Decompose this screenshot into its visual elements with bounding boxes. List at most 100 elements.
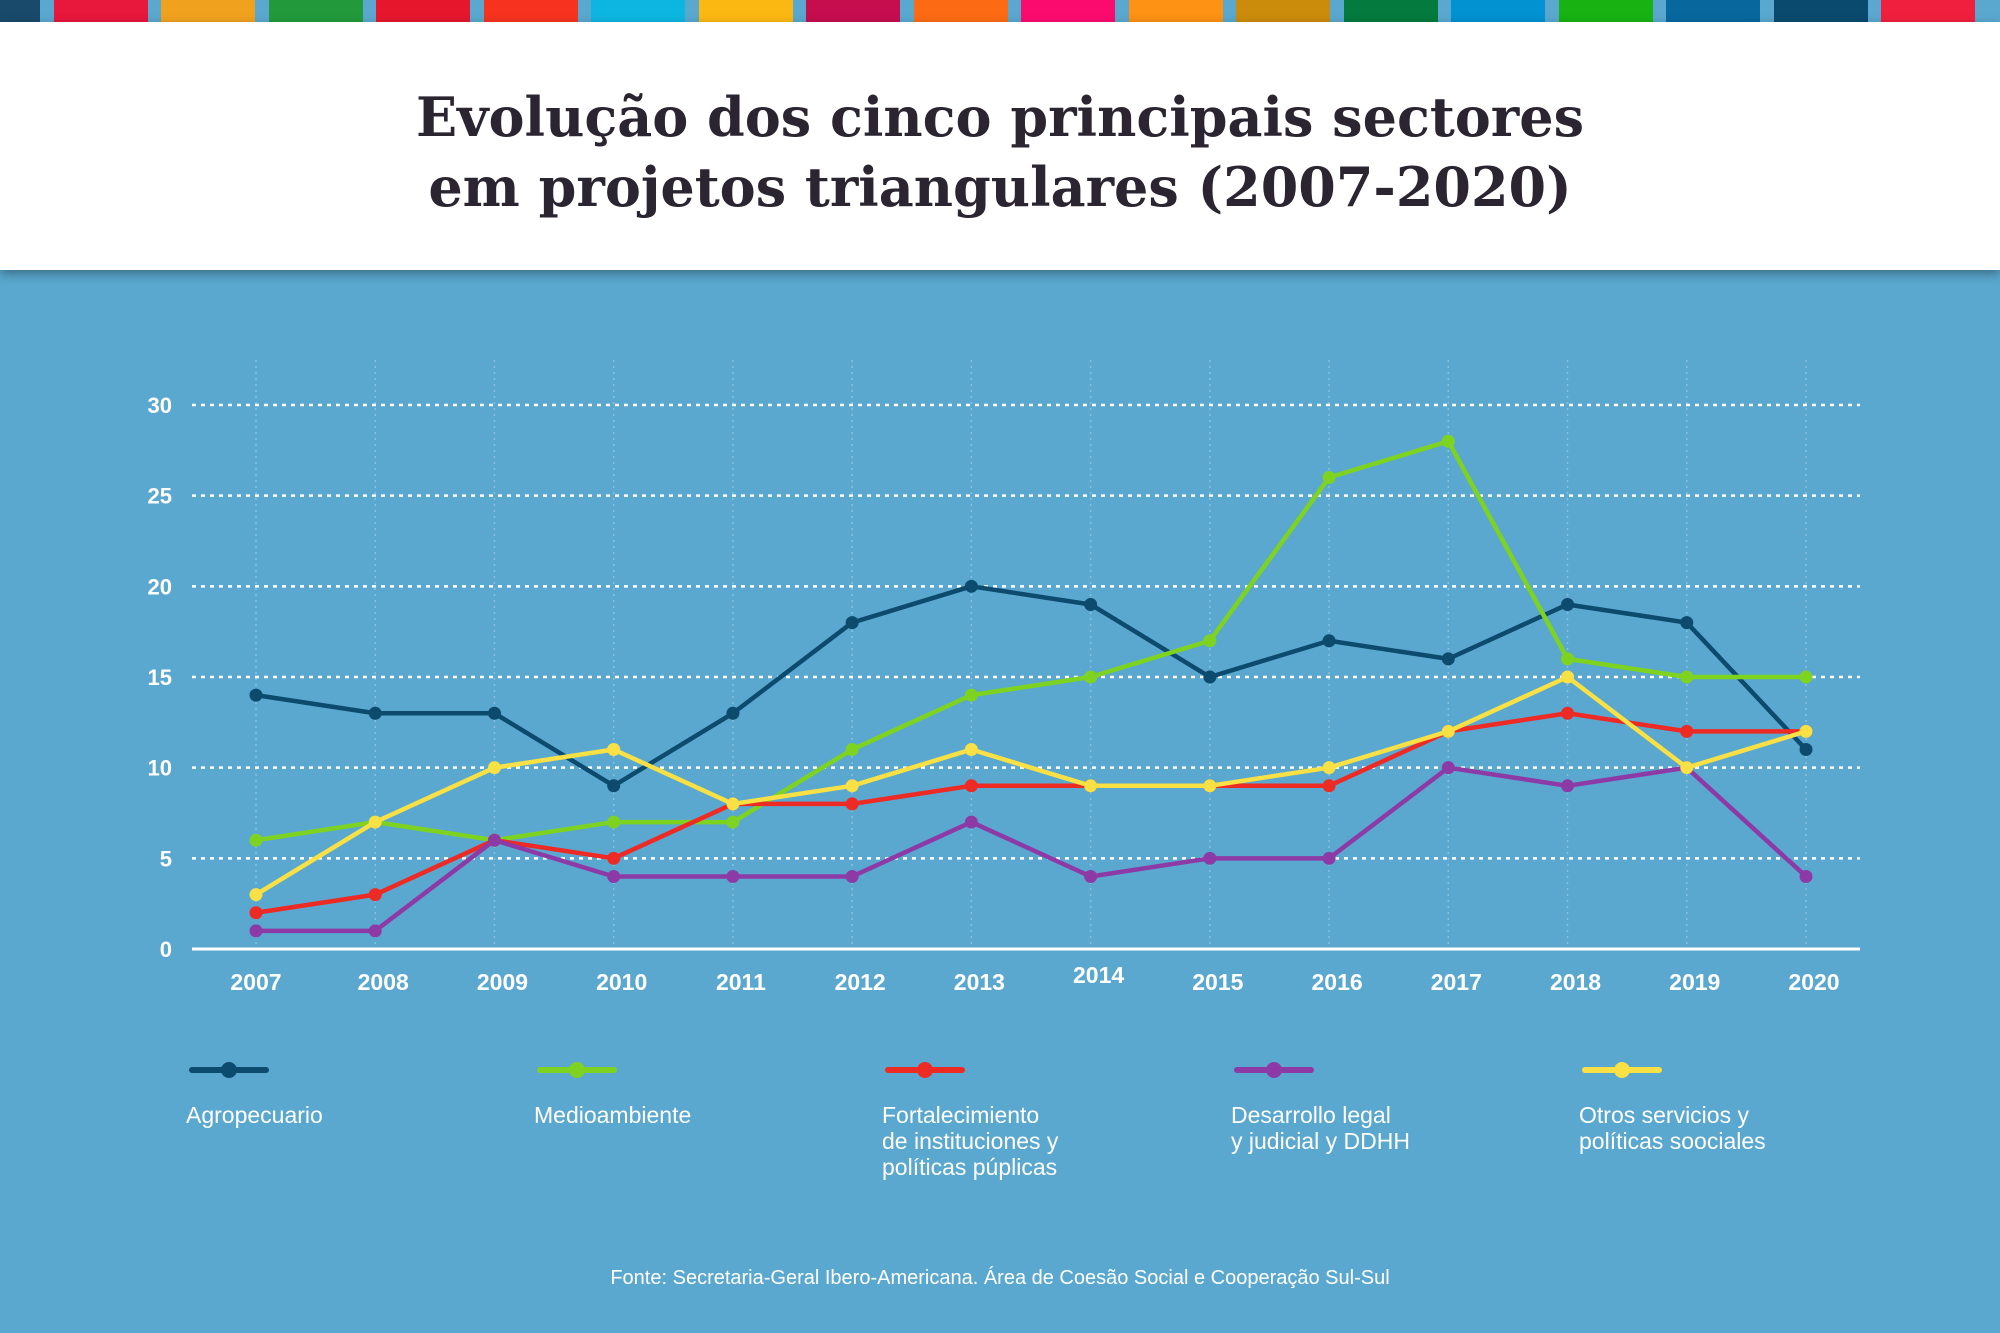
x-tick-label: 2009 (477, 969, 528, 995)
color-stripe-segment (1021, 0, 1115, 22)
data-point (1799, 869, 1813, 883)
data-point (726, 706, 740, 720)
legend-label: Medioambiente (534, 1102, 692, 1128)
data-point (726, 797, 740, 811)
color-stripe-segment (1343, 0, 1438, 22)
data-point (368, 815, 382, 829)
legend-item: Otros servicios y políticas soociales (1579, 1060, 1879, 1154)
data-point (1561, 779, 1575, 793)
x-tick-label: 2014 (1073, 962, 1124, 988)
data-point (1203, 634, 1217, 648)
data-point (1799, 724, 1813, 738)
data-point (249, 688, 263, 702)
data-point (1084, 670, 1098, 684)
x-tick-label: 2020 (1788, 969, 1839, 995)
data-point (487, 833, 501, 847)
data-point (964, 579, 978, 593)
series-line (253, 711, 1809, 915)
color-stripe-segment (806, 0, 900, 22)
x-tick-label: 2016 (1311, 969, 1362, 995)
color-stripe-segment (1236, 0, 1330, 22)
color-stripe-segment (913, 0, 1008, 22)
chart-title-line-1: Evolução dos cinco principais sectores (416, 85, 1584, 149)
x-tick-label: 2018 (1550, 969, 1601, 995)
data-point (487, 706, 501, 720)
x-tick-label: 2019 (1669, 969, 1720, 995)
data-point (964, 779, 978, 793)
data-point (607, 779, 621, 793)
data-point (726, 815, 740, 829)
legend-swatch (1582, 1062, 1662, 1078)
y-axis: 0 5 10 15 20 25 30 (148, 393, 172, 962)
data-point (845, 797, 859, 811)
data-point (249, 906, 263, 920)
series-line (253, 584, 1809, 789)
y-tick-label: 5 (160, 846, 172, 871)
data-point (1441, 652, 1455, 666)
data-point (1680, 670, 1694, 684)
legend-swatch (537, 1062, 617, 1078)
data-point (964, 815, 978, 829)
data-point (368, 706, 382, 720)
legend-item: Agropecuario (186, 1060, 486, 1128)
color-stripe-segment (483, 0, 578, 22)
data-point (368, 924, 382, 938)
y-tick-label: 15 (148, 665, 172, 690)
data-point (1680, 761, 1694, 775)
data-point (1322, 851, 1336, 865)
data-point (726, 869, 740, 883)
color-stripe-segment (698, 0, 793, 22)
x-tick-label: 2007 (230, 969, 281, 995)
color-stripe-segment (1558, 0, 1653, 22)
series-line (253, 765, 1809, 934)
x-tick-label: 2010 (596, 969, 647, 995)
color-stripe-segment (268, 0, 363, 22)
color-stripe-segment (1451, 0, 1545, 22)
legend-item: Desarrollo legal y judicial y DDHH (1231, 1060, 1531, 1154)
data-point (1441, 724, 1455, 738)
x-tick-label: 2012 (835, 969, 886, 995)
series-line (253, 674, 1809, 897)
color-stripe-segment (0, 0, 40, 22)
data-point (607, 869, 621, 883)
data-point (1203, 851, 1217, 865)
data-point (1799, 670, 1813, 684)
y-tick-label: 0 (160, 937, 172, 962)
data-point (1322, 634, 1336, 648)
series-line (253, 439, 1809, 843)
data-point (1322, 471, 1336, 485)
data-point (607, 815, 621, 829)
chart-title-line-2: em projetos triangulares (2007-2020) (428, 155, 1572, 219)
color-stripe-segment (161, 0, 255, 22)
legend-label: Otros servicios y políticas soociales (1579, 1102, 1766, 1154)
data-point (964, 743, 978, 757)
legend-item: Medioambiente (534, 1060, 834, 1128)
color-stripe-segment (1128, 0, 1223, 22)
data-point (1084, 597, 1098, 611)
y-tick-label: 20 (148, 574, 172, 599)
data-point (1561, 652, 1575, 666)
data-point (249, 833, 263, 847)
y-tick-label: 25 (148, 484, 172, 509)
data-point (1561, 706, 1575, 720)
data-point (1441, 761, 1455, 775)
source-note: Fonte: Secretaria-Geral Ibero-Americana.… (610, 1267, 1390, 1289)
color-stripe-segment (1881, 0, 1975, 22)
data-point (487, 761, 501, 775)
data-point (1322, 761, 1336, 775)
data-point (1680, 724, 1694, 738)
legend-label: Fortalecimiento de instituciones y polít… (882, 1102, 1059, 1180)
color-stripe-segment (1666, 0, 1760, 22)
x-tick-label: 2008 (358, 969, 409, 995)
legend-label: Agropecuario (186, 1102, 323, 1128)
data-point (1680, 616, 1694, 630)
x-tick-label: 2017 (1431, 969, 1482, 995)
y-tick-label: 30 (148, 393, 172, 418)
chart-series (249, 434, 1813, 938)
data-point (1084, 869, 1098, 883)
color-stripe-segment (376, 0, 470, 22)
legend-swatch (1234, 1062, 1314, 1078)
data-point (1203, 670, 1217, 684)
data-point (845, 869, 859, 883)
